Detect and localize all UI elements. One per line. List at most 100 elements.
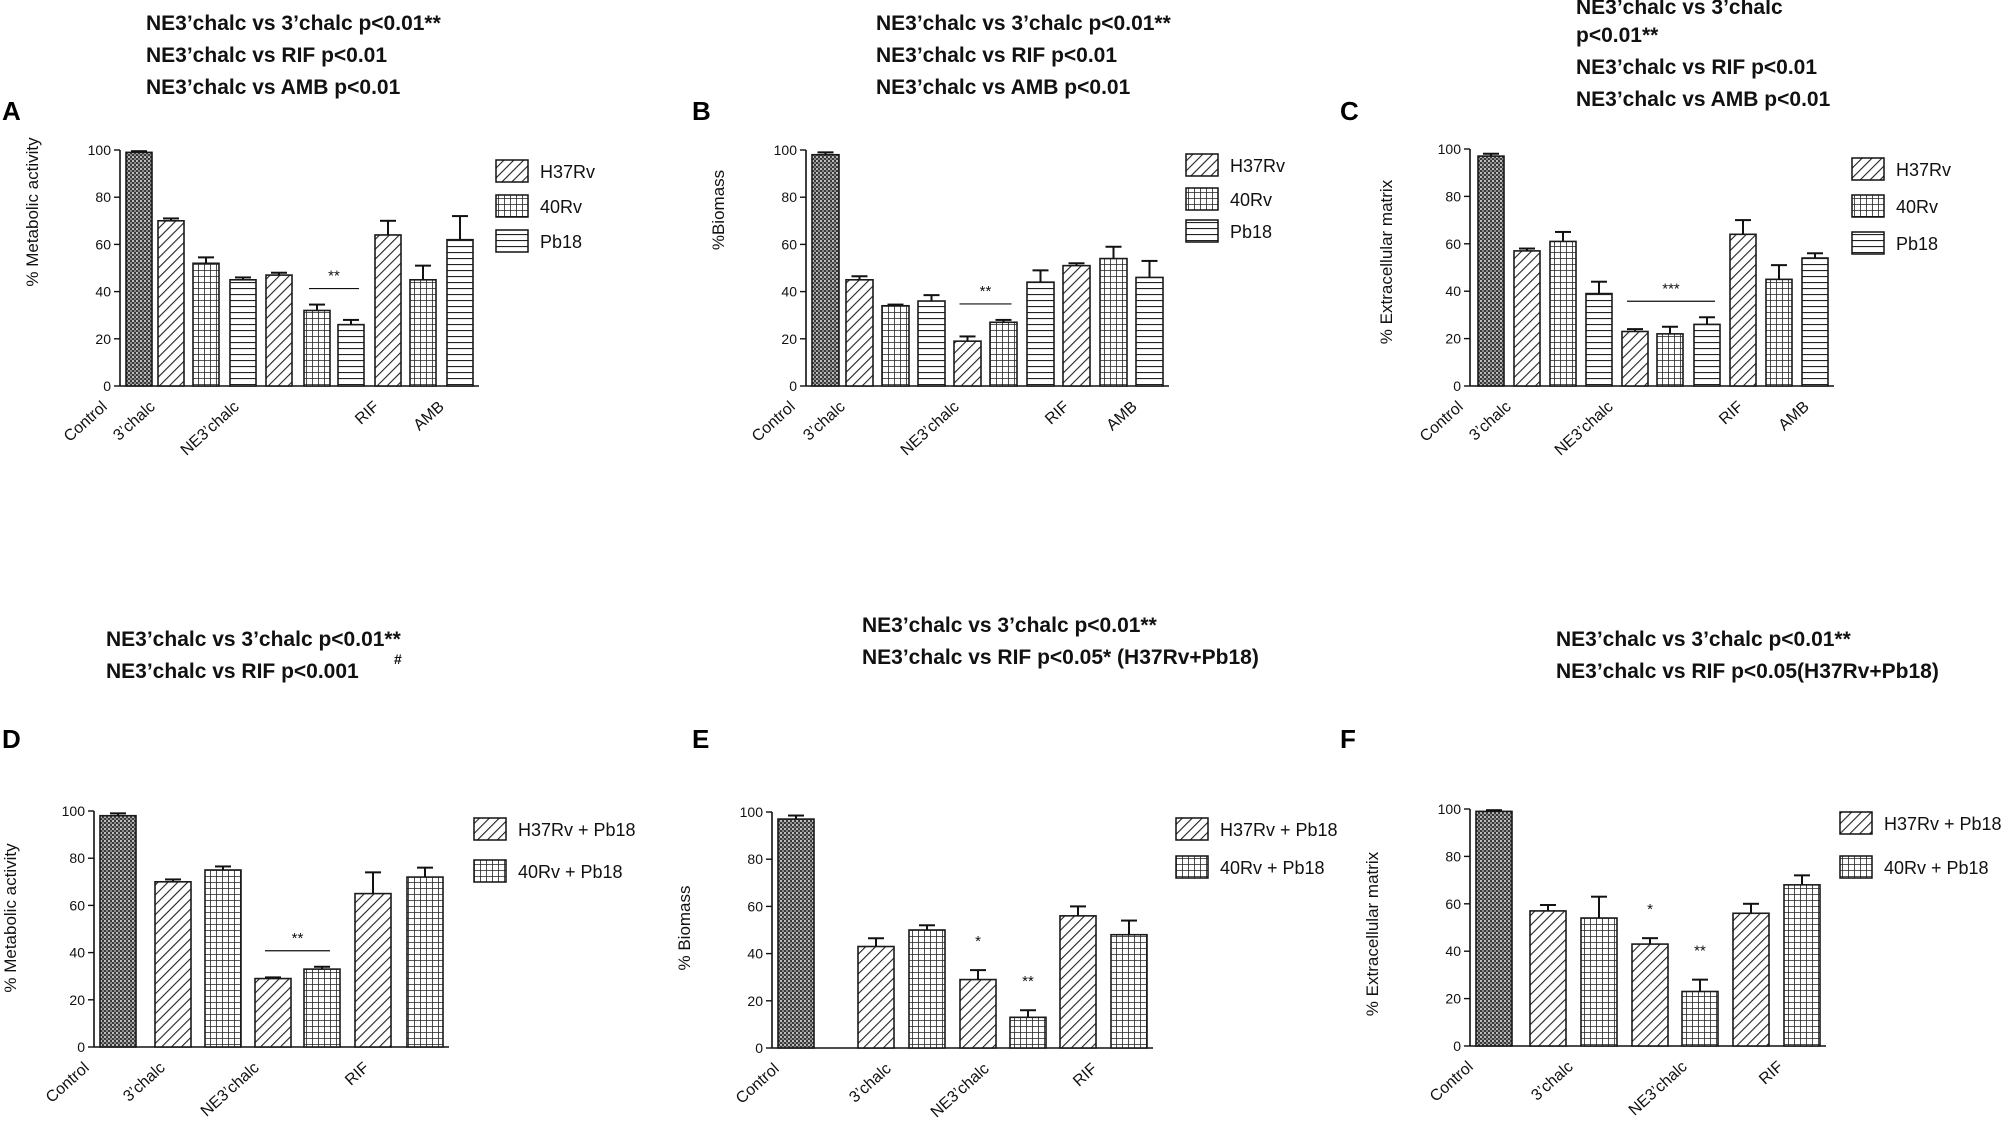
panel-d-stat-1: NE3’chalc vs RIF p<0.001 (106, 660, 359, 683)
legend-swatch-40rv (1851, 194, 1885, 218)
x-tick-label-amb: AMB (1104, 398, 1141, 434)
bar-amb-horiz (446, 238, 474, 387)
y-tick-label: 60 (747, 898, 763, 914)
panel-f-stat-1: NE3’chalc vs RIF p<0.05(H37Rv+Pb18) (1556, 660, 1939, 683)
bar-3-chalc-grid (192, 262, 220, 387)
bar-rif-grid (409, 278, 437, 387)
panel-b-stat-2: NE3’chalc vs AMB p<0.01 (876, 76, 1131, 99)
legend-swatch-pb18 (495, 229, 529, 253)
panel-f-legend: H37Rv + Pb18 40Rv + Pb18 (1839, 811, 2002, 879)
x-tick-label-3-chalc: 3’chalc (110, 398, 158, 444)
panel-e-stat-0: NE3’chalc vs 3’chalc p<0.01** (862, 614, 1158, 637)
panel-c-legend-0: H37Rv (1896, 160, 1951, 180)
panel-d-legend-1: 40Rv + Pb18 (518, 862, 623, 882)
panel-a-legend-2: Pb18 (540, 232, 582, 252)
legend-swatch-pb18 (1851, 231, 1885, 255)
y-tick-label: 100 (62, 803, 86, 819)
panel-c-ylabel: % Extracellular matrix (1377, 179, 1396, 344)
bar-rif-grid (1765, 278, 1793, 387)
legend-swatch-40rv (1185, 187, 1219, 211)
y-tick-label: 0 (1453, 378, 1461, 394)
panel-d-label: D (2, 724, 21, 754)
x-tick-label-control: Control (61, 398, 111, 445)
x-tick-label-rif: RIF (1070, 1060, 1101, 1090)
bar-3-chalc-grid (204, 869, 242, 1048)
bar-ne3-chalc-horiz (1693, 323, 1721, 387)
panel-c-stat-0: NE3’chalc vs 3’chalc (1576, 0, 1783, 19)
panel-b: NE3’chalc vs 3’chalc p<0.01** NE3’chalc … (692, 12, 1285, 459)
y-tick-label: 40 (781, 284, 797, 300)
bar-ne3-chalc-grid (989, 321, 1018, 387)
panel-c-label: C (1340, 96, 1359, 126)
y-tick-label: 80 (69, 850, 85, 866)
legend-swatch-h37rv (1185, 153, 1219, 177)
panel-a-stat-1: NE3’chalc vs RIF p<0.01 (146, 44, 387, 67)
panel-b-ylabel: %Biomass (709, 170, 728, 250)
x-tick-label-amb: AMB (411, 398, 448, 434)
y-tick-label: 40 (69, 945, 85, 961)
bar-3-chalc-grid (881, 304, 910, 387)
panel-f-label: F (1340, 724, 1356, 754)
y-tick-label: 80 (781, 189, 797, 205)
bar-rif-grid (1783, 884, 1821, 1047)
significance-marker: *** (1662, 280, 1680, 297)
panel-b-plot: 0 20 40 60 80 100 ** Control 3’chalc NE3’chalc RIF… (749, 142, 1169, 459)
bar-ne3-chalc-diag (959, 978, 997, 1049)
panel-e-stat-1: NE3’chalc vs RIF p<0.05* (H37Rv+Pb18) (862, 646, 1259, 669)
significance-marker: ** (328, 268, 340, 285)
y-tick-label: 0 (1453, 1038, 1461, 1054)
bar-control-control (811, 153, 840, 387)
panel-a-legend-1: 40Rv (540, 197, 582, 217)
bar-3-chalc-diag (1513, 250, 1541, 387)
y-tick-label: 20 (95, 331, 111, 347)
significance-marker: * (975, 933, 981, 950)
bar-amb-horiz (1135, 276, 1164, 387)
x-tick-label-rif: RIF (342, 1059, 373, 1089)
y-tick-label: 60 (1445, 896, 1461, 912)
y-tick-label: 20 (747, 993, 763, 1009)
y-tick-label: 100 (1438, 141, 1462, 157)
y-tick-label: 40 (1445, 943, 1461, 959)
bar-3-chalc-grid (1549, 240, 1577, 387)
legend-swatch-40rv-pb18 (473, 859, 507, 883)
x-tick-label-3-chalc: 3’chalc (800, 398, 848, 444)
x-tick-label-3-chalc: 3’chalc (846, 1060, 894, 1106)
panel-d-stat-hash: # (394, 651, 402, 667)
bar-3-chalc-diag (1529, 910, 1567, 1047)
panel-b-legend-2: Pb18 (1230, 222, 1272, 242)
x-tick-label-ne3-chalc: NE3’chalc (898, 398, 963, 459)
x-tick-label-control: Control (43, 1059, 93, 1106)
panel-c-stat-3: NE3’chalc vs AMB p<0.01 (1576, 88, 1831, 111)
y-tick-label: 100 (88, 142, 112, 158)
y-tick-label: 20 (69, 992, 85, 1008)
legend-swatch-h37rv (1851, 157, 1885, 181)
panel-a: NE3’chalc vs 3’chalc p<0.01** NE3’chalc … (2, 12, 595, 459)
legend-swatch-pb18 (1185, 219, 1219, 243)
x-tick-label-ne3-chalc: NE3’chalc (928, 1060, 993, 1121)
bar-rif-grid (1099, 257, 1128, 387)
x-tick-label-control: Control (1427, 1058, 1477, 1105)
x-tick-label-control: Control (733, 1060, 783, 1107)
panel-b-stat-0: NE3’chalc vs 3’chalc p<0.01** (876, 12, 1172, 35)
significance-marker: ** (1022, 973, 1034, 990)
y-tick-label: 20 (781, 331, 797, 347)
x-tick-label-control: Control (1417, 398, 1467, 445)
panel-d-ylabel: % Metabolic activity (1, 843, 20, 993)
y-tick-label: 80 (1445, 848, 1461, 864)
panel-f-stat-0: NE3’chalc vs 3’chalc p<0.01** (1556, 628, 1852, 651)
bar-control-control (777, 818, 815, 1049)
y-tick-label: 100 (774, 142, 798, 158)
y-tick-label: 80 (1445, 188, 1461, 204)
x-tick-label-ne3-chalc: NE3’chalc (1552, 398, 1617, 459)
y-tick-label: 40 (95, 284, 111, 300)
legend-swatch-h37rv (495, 159, 529, 183)
panel-b-legend-1: 40Rv (1230, 190, 1272, 210)
bar-rif-diag (1059, 915, 1097, 1049)
x-tick-label-control: Control (749, 398, 799, 445)
bar-rif-diag (1729, 233, 1757, 387)
x-tick-label-3-chalc: 3’chalc (1528, 1058, 1576, 1104)
x-tick-label-ne3-chalc: NE3’chalc (178, 398, 243, 459)
y-tick-label: 20 (1445, 991, 1461, 1007)
panel-d-legend: H37Rv + Pb18 40Rv + Pb18 (473, 817, 636, 883)
